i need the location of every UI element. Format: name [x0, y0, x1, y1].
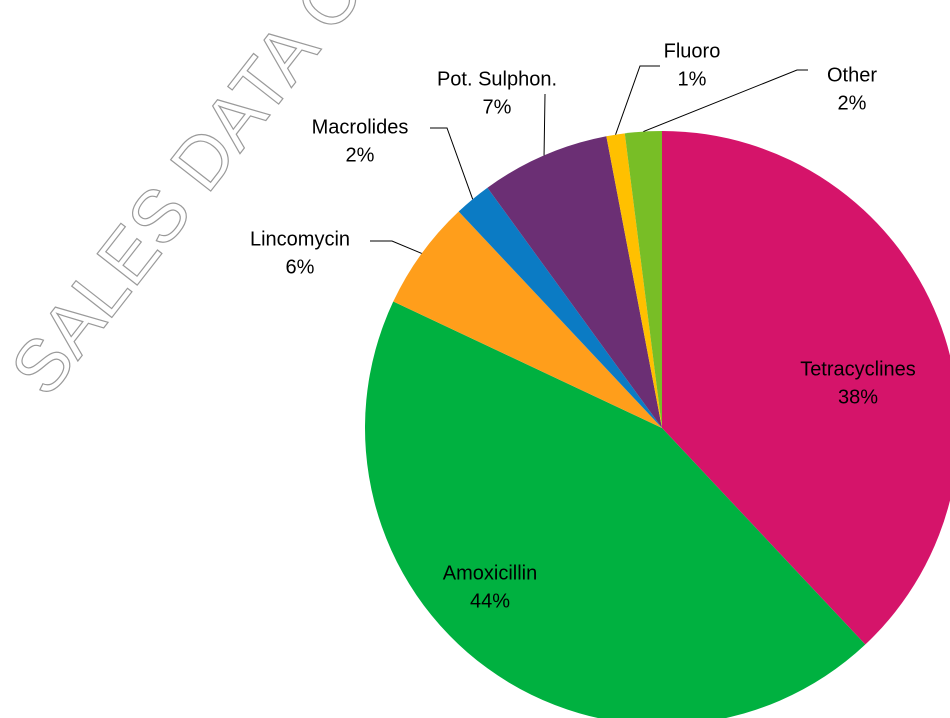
watermark: SALES DATA CO	[0, 0, 413, 410]
slice-value-label: 2%	[346, 144, 375, 166]
leader-line	[643, 69, 808, 133]
pie-slice	[662, 131, 950, 645]
slice-label: Fluoro	[664, 40, 721, 62]
slice-label: Other	[827, 64, 877, 86]
leader-line	[615, 65, 660, 135]
slice-label: Amoxicillin	[443, 562, 537, 584]
pie-slice	[393, 211, 662, 428]
slice-value-label: 44%	[470, 590, 510, 612]
slice-label: Pot. Sulphon.	[437, 68, 557, 90]
leader-line	[430, 127, 474, 200]
leader-line	[543, 93, 546, 156]
slice-value-label: 2%	[838, 92, 867, 114]
slice-label: Macrolides	[312, 116, 409, 138]
pie-slice	[606, 133, 662, 429]
pie-slice	[487, 136, 662, 428]
slice-value-label: 1%	[678, 68, 707, 90]
pie-slice	[365, 301, 866, 718]
slice-value-label: 7%	[483, 96, 512, 118]
pie-slice	[624, 131, 662, 428]
pie-slice	[458, 187, 662, 428]
slice-value-label: 38%	[838, 386, 878, 408]
slice-value-label: 6%	[286, 256, 315, 278]
slice-label: Tetracyclines	[800, 358, 916, 380]
slice-label: Lincomycin	[250, 228, 350, 250]
leader-line	[370, 240, 422, 254]
